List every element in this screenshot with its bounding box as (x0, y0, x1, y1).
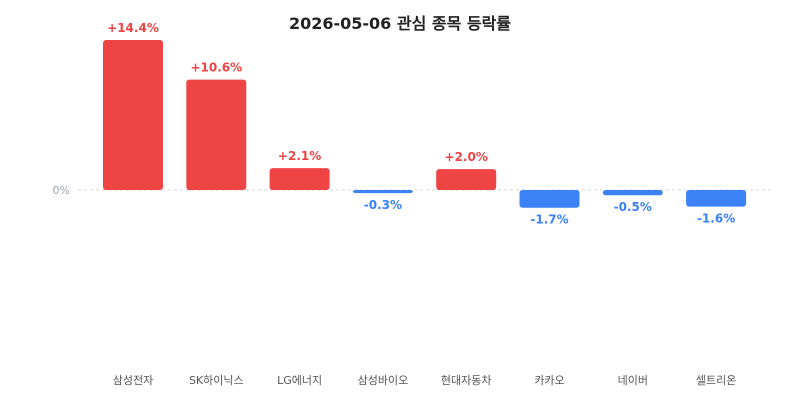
data-label: -1.7% (530, 213, 568, 227)
y-tick-label: 0% (53, 184, 70, 197)
data-label: -1.6% (697, 212, 735, 226)
category-label: 삼성전자 (113, 374, 153, 387)
category-label: 현대자동차 (441, 374, 492, 387)
data-label: -0.3% (364, 198, 402, 212)
data-label: +2.0% (445, 150, 488, 164)
bar (602, 190, 663, 196)
bar (436, 169, 497, 190)
category-label: 삼성바이오 (358, 374, 409, 387)
bar (103, 40, 163, 190)
data-label: +14.4% (107, 21, 159, 35)
category-label: SK하이닉스 (189, 373, 244, 387)
bar (686, 190, 747, 207)
category-label: 네이버 (618, 374, 648, 387)
chart-title: 2026-05-06 관심 종목 등락률 (288, 14, 512, 33)
bar (519, 190, 580, 208)
data-label: +10.6% (190, 61, 242, 75)
bar (186, 79, 247, 190)
data-label: +2.1% (278, 149, 321, 163)
bar (269, 168, 330, 190)
category-label: 카카오 (534, 374, 564, 387)
bar (352, 190, 413, 194)
data-label: -0.5% (614, 200, 652, 214)
category-label: 셀트리온 (696, 374, 736, 387)
category-label: LG에너지 (277, 374, 322, 387)
